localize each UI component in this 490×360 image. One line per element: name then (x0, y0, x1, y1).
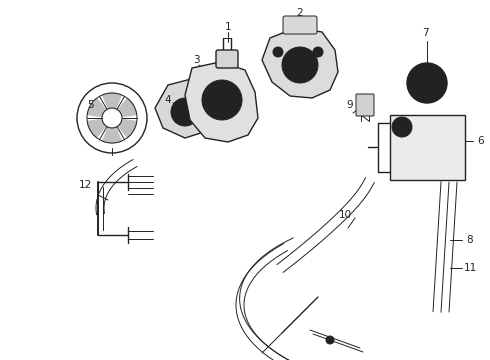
Circle shape (407, 63, 447, 103)
Text: 1: 1 (225, 22, 231, 32)
Wedge shape (102, 127, 122, 143)
Wedge shape (102, 93, 122, 109)
Text: 4: 4 (165, 95, 172, 105)
Text: 7: 7 (422, 28, 428, 38)
Text: 2: 2 (296, 8, 303, 18)
Circle shape (217, 95, 227, 105)
Wedge shape (87, 98, 106, 117)
Circle shape (202, 80, 242, 120)
Text: 8: 8 (466, 235, 473, 245)
FancyBboxPatch shape (390, 115, 465, 180)
Polygon shape (262, 28, 338, 98)
Circle shape (171, 98, 199, 126)
Text: 12: 12 (78, 180, 92, 190)
Text: 11: 11 (464, 263, 477, 273)
FancyBboxPatch shape (356, 94, 374, 116)
Text: 3: 3 (193, 55, 199, 65)
Wedge shape (87, 120, 106, 138)
Polygon shape (155, 78, 220, 138)
Text: 10: 10 (339, 210, 351, 220)
Wedge shape (118, 120, 137, 138)
Circle shape (313, 47, 323, 57)
FancyBboxPatch shape (216, 50, 238, 68)
Polygon shape (185, 62, 258, 142)
Circle shape (392, 117, 412, 137)
Text: 5: 5 (87, 100, 93, 110)
Wedge shape (118, 98, 137, 117)
Circle shape (326, 336, 334, 344)
Circle shape (282, 47, 318, 83)
Text: 9: 9 (347, 100, 353, 110)
Text: 6: 6 (478, 136, 484, 146)
FancyBboxPatch shape (283, 16, 317, 34)
Circle shape (273, 47, 283, 57)
